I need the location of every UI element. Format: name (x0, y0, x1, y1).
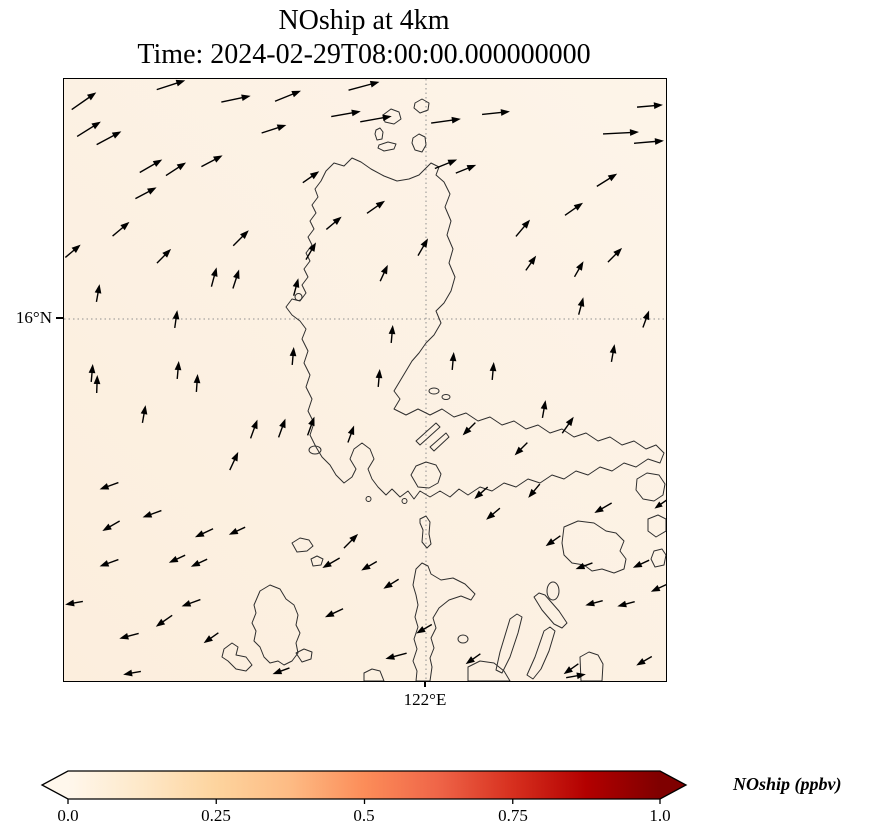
map-canvas (64, 79, 666, 681)
gridlines (64, 79, 666, 681)
colorbar-tick-075: 0.75 (498, 806, 528, 825)
x-tick-122e (424, 681, 426, 687)
x-tick-label: 122°E (403, 690, 447, 709)
colorbar (40, 770, 688, 804)
colorbar-tick-0: 0.0 (57, 806, 79, 825)
colorbar-bar (40, 770, 688, 800)
colorbar-tick-025: 0.25 (201, 806, 231, 825)
plot-subtitle-time: Time: 2024-02-29T08:00:00.000000000 (137, 39, 591, 70)
wind-quiver-arrows (64, 79, 666, 680)
coastlines (221, 98, 666, 681)
colorbar-tick-05: 0.5 (353, 806, 375, 825)
colorbar-tick-10: 1.0 (649, 806, 671, 825)
y-tick-label: 16°N (15, 308, 52, 327)
colorbar-tick-marks (67, 799, 661, 804)
colorbar-label: NOship (ppbv) (733, 774, 842, 794)
y-tick-16n (56, 317, 63, 319)
field-background (64, 79, 666, 681)
map-axes (63, 78, 667, 682)
plot-title: NOship at 4km (278, 5, 450, 36)
